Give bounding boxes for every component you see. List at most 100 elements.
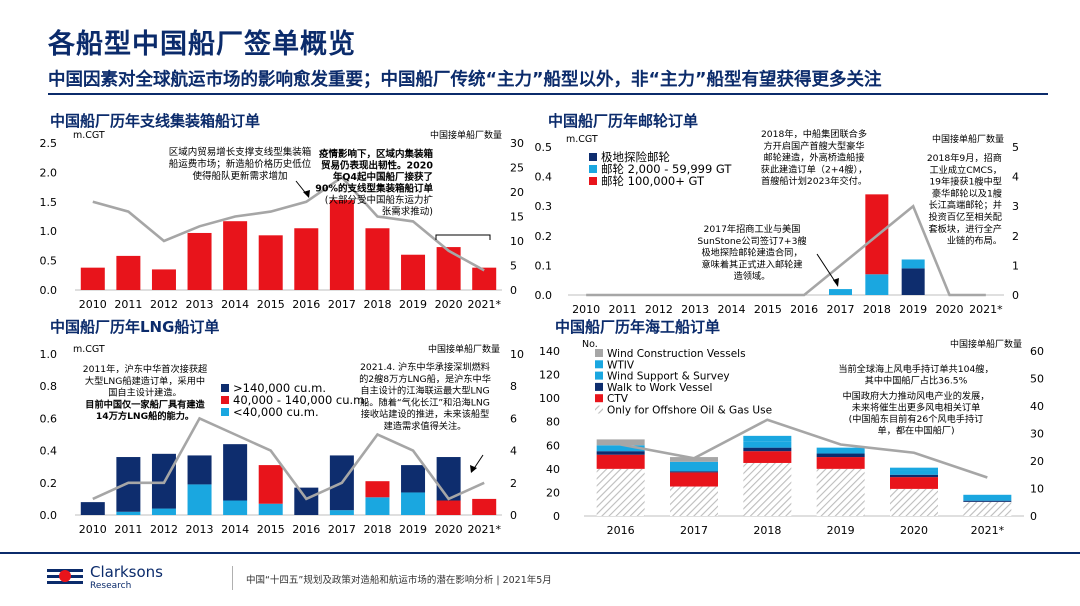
- cruise-x-tick: 2018: [863, 303, 891, 316]
- offshore-bar-seg: [963, 501, 1012, 516]
- offshore-bar-seg: [670, 472, 718, 487]
- offshore-x-tick: 2021*: [971, 524, 1005, 537]
- offshore-right-tick: 50: [1030, 373, 1044, 386]
- offshore-right-tick: 30: [1030, 428, 1044, 441]
- cruise-line: [586, 204, 986, 297]
- offshore-bar-seg: [890, 470, 938, 475]
- cruise-annotation-line: 19年接获1艘中型: [929, 176, 1002, 188]
- cruise-left-unit: m.CGT: [566, 134, 598, 145]
- offshore-left-tick: 40: [546, 463, 560, 476]
- container-annotation-line: 疫情影响下，区域内集装箱: [319, 148, 434, 160]
- cruise-x-tick: 2014: [718, 303, 746, 316]
- cruise-annotation-line: 工业成立CMCS，: [929, 164, 1002, 176]
- cruise-annotation-line: 业链的布局。: [947, 235, 1002, 247]
- lng-bar-seg: [329, 510, 354, 515]
- container-bar: [294, 228, 319, 290]
- cruise-annotation-line: SunStone公司签订7+3艘: [697, 235, 806, 247]
- lng-right-tick: 10: [510, 348, 524, 361]
- lng-bar-seg: [436, 500, 461, 515]
- container-x-tick: 2011: [114, 298, 142, 311]
- container-annotation-line: 使得船队更新需求增加: [192, 170, 287, 182]
- container-arrow-head-icon: [303, 190, 310, 198]
- lng-x-tick: 2021*: [467, 523, 501, 536]
- offshore-legend-swatch: [595, 382, 603, 391]
- offshore-bar-seg: [890, 488, 938, 516]
- container-line: [92, 175, 485, 272]
- lng-annotation-line: 大型LNG船建造订单，采用中: [85, 375, 205, 387]
- cruise-x-tick: 2010: [572, 303, 600, 316]
- cruise-annotation-line: 豪华邮轮以及1艘: [932, 187, 1002, 199]
- offshore-legend-swatch: [595, 405, 603, 414]
- container-left-unit: m.CGT: [73, 130, 105, 141]
- lng-bar-seg: [116, 457, 141, 512]
- cruise-left-tick: 0.3: [535, 200, 553, 213]
- cruise-right-tick: 1: [1012, 259, 1019, 272]
- lng-left-tick: 0.2: [40, 477, 58, 490]
- offshore-legend-label: Wind Support & Survey: [607, 371, 730, 383]
- lng-left-tick: 1.0: [40, 348, 58, 361]
- container-annotation-line: (大部分受中国船东运力扩: [325, 194, 434, 206]
- offshore-legend-label: Only for Offshore Oil & Gas Use: [607, 405, 772, 417]
- lng-legend-label: 40,000 - 140,000 cu.m.: [233, 393, 368, 407]
- lng-bar-seg: [223, 500, 248, 515]
- lng-legend-label: <40,000 cu.m.: [233, 405, 319, 419]
- container-bracket: [435, 234, 491, 240]
- lng-x-tick: 2018: [363, 523, 391, 536]
- lng-right-tick: 6: [510, 412, 517, 425]
- footer-divider: [232, 566, 233, 590]
- offshore-right-tick: 60: [1030, 345, 1044, 358]
- lng-left-tick: 0.6: [40, 412, 58, 425]
- offshore-x-tick: 2017: [680, 524, 708, 537]
- container-annotation-line: 区域内贸易增长支撑支线型集装箱: [169, 146, 312, 158]
- lng-legend-swatch: [221, 408, 229, 416]
- cruise-right-tick: 2: [1012, 230, 1019, 243]
- cruise-annotation-line: 投资百亿至相关配: [929, 211, 1003, 223]
- lng-legend-label: >140,000 cu.m.: [233, 381, 326, 395]
- cruise-bar-seg: [865, 274, 889, 295]
- lng-annotation-line: 船。随着“气化长江”和沿海LNG: [360, 396, 490, 408]
- lng-annotation-line: 的2艘8万方LNG船，是沪东中华: [359, 373, 491, 385]
- lng-line: [92, 416, 485, 501]
- offshore-annotation-line: 单，都在中国船厂): [877, 425, 954, 437]
- cruise-arrow-head-icon: [833, 278, 839, 287]
- offshore-line: [620, 418, 988, 479]
- offshore-annotation-line: 当前全球海上风电手持订单共104艘，: [838, 363, 993, 375]
- container-annotation-line: 贸易仍表现出韧性。2020: [321, 160, 433, 172]
- cruise-annotation-line: 2017年招商工业与美国: [704, 223, 801, 235]
- cruise-x-tick: 2011: [609, 303, 637, 316]
- cruise-x-tick: 2021*: [969, 303, 1003, 316]
- container-left-tick: 2.5: [40, 137, 58, 150]
- offshore-legend-label: Walk to Work Vessel: [607, 382, 712, 394]
- container-annotation-line: 张需求推动): [382, 206, 433, 218]
- container-left-tick: 1.5: [40, 196, 58, 209]
- offshore-bar-seg: [670, 461, 718, 472]
- offshore-left-tick: 0: [553, 510, 560, 523]
- container-x-tick: 2012: [150, 298, 178, 311]
- lng-legend-swatch: [221, 384, 229, 392]
- container-right-tick: 30: [510, 137, 524, 150]
- cruise-legend-label: 邮轮 2,000 - 59,999 GT: [601, 162, 732, 176]
- offshore-bar-seg: [890, 477, 938, 489]
- cruise-legend-label: 邮轮 100,000+ GT: [601, 174, 705, 188]
- container-bar: [80, 267, 105, 290]
- offshore-left-tick: 80: [546, 416, 560, 429]
- offshore-bar-seg: [963, 500, 1012, 502]
- offshore-annotation-line: (中国船东目前有26个风电手持订: [849, 413, 984, 425]
- offshore-right-tick: 10: [1030, 483, 1044, 496]
- offshore-bar-seg: [596, 445, 645, 452]
- lng-right-tick: 4: [510, 445, 517, 458]
- cruise-bar-seg: [901, 268, 925, 295]
- footer-rule: [0, 552, 1080, 554]
- offshore-left-tick: 100: [539, 392, 560, 405]
- offshore-legend-swatch: [595, 360, 603, 369]
- cruise-annotation-line: 方开启国产首艘大型豪华: [763, 140, 864, 152]
- offshore-right-tick: 0: [1030, 510, 1037, 523]
- lng-x-tick: 2012: [150, 523, 178, 536]
- cruise-annotation-line: 意味着其正式进入邮轮建: [701, 258, 802, 270]
- lng-right-unit: 中国接单船厂数量: [428, 343, 500, 355]
- container-bar: [436, 247, 461, 290]
- lng-bar-seg: [223, 444, 248, 501]
- lng-bar-seg: [401, 465, 426, 493]
- offshore-annotation-line: 其中中国船厂占比36.5%: [865, 375, 968, 387]
- cruise-x-tick: 2016: [790, 303, 818, 316]
